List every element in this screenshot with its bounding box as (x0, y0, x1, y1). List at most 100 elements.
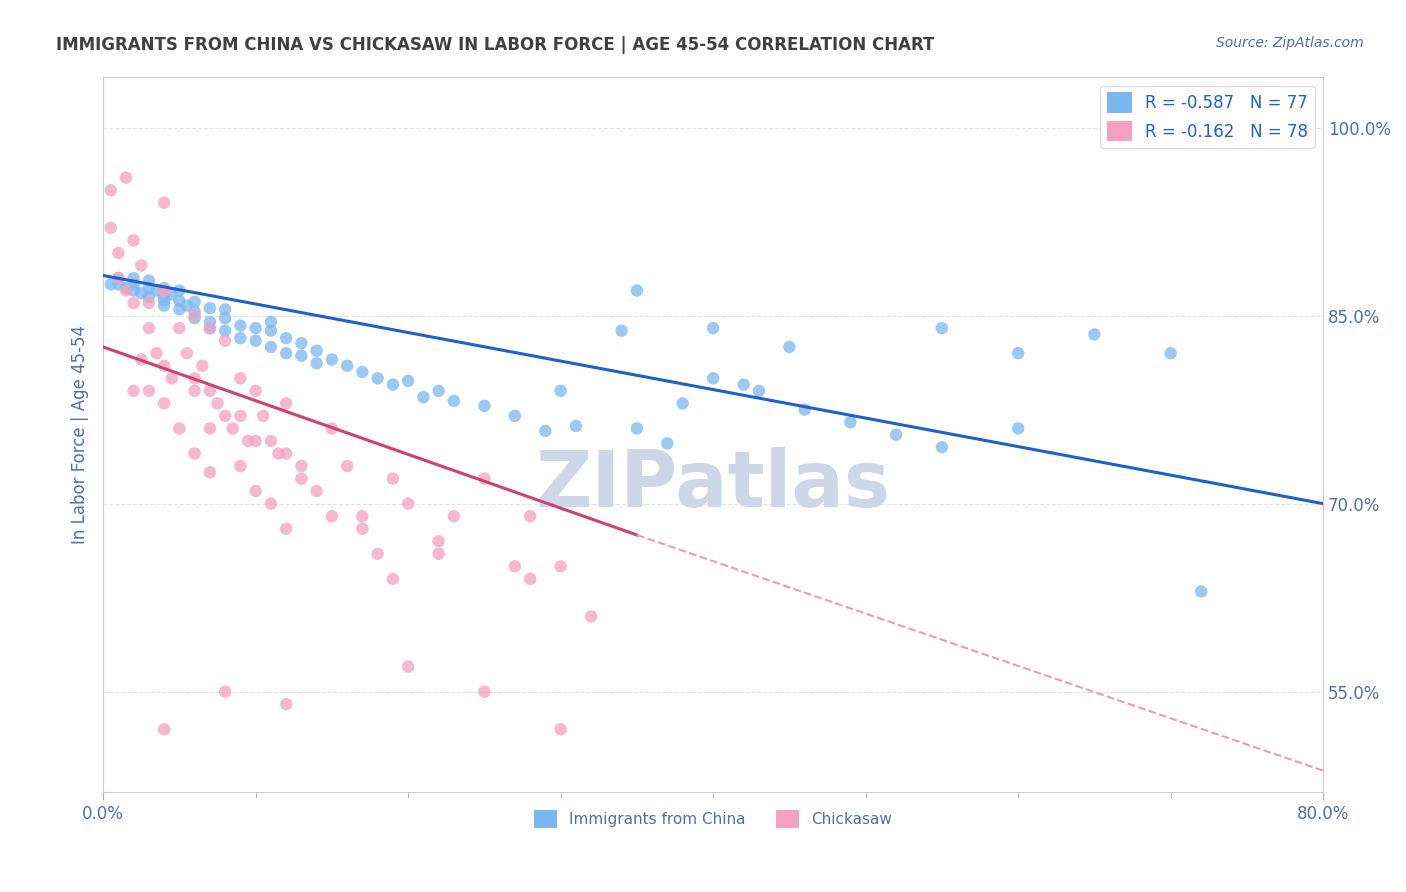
Point (305, 356, 328, 370)
Point (519, 572, 541, 586)
Point (122, 277, 145, 292)
Legend: Immigrants from China, Chickasaw: Immigrants from China, Chickasaw (527, 804, 898, 834)
Point (252, 409, 274, 423)
Point (115, 284, 138, 298)
Point (1007, 421, 1029, 435)
Point (276, 346, 298, 360)
Point (443, 393, 465, 408)
Point (839, 415, 862, 429)
Point (793, 402, 815, 417)
Point (183, 371, 205, 385)
Point (778, 340, 800, 354)
Y-axis label: In Labor Force | Age 45-54: In Labor Force | Age 45-54 (72, 326, 89, 544)
Point (381, 572, 404, 586)
Point (267, 446, 290, 460)
Point (122, 284, 145, 298)
Point (352, 365, 374, 379)
Point (160, 371, 183, 385)
Point (245, 334, 267, 348)
Point (198, 384, 221, 398)
Point (1189, 584, 1212, 599)
Point (290, 336, 312, 351)
Point (702, 321, 724, 335)
Point (145, 346, 167, 360)
Point (733, 377, 755, 392)
Point (207, 396, 229, 410)
Point (169, 284, 191, 298)
Point (657, 436, 679, 450)
Point (474, 399, 496, 413)
Point (412, 390, 434, 404)
Point (129, 286, 152, 301)
Point (290, 458, 312, 473)
Point (153, 293, 176, 308)
Point (260, 340, 283, 354)
Point (305, 343, 328, 358)
Point (565, 418, 588, 433)
Point (129, 259, 152, 273)
Point (931, 321, 953, 335)
Point (427, 547, 450, 561)
Point (381, 377, 404, 392)
Point (214, 311, 236, 326)
Point (198, 421, 221, 435)
Point (214, 684, 236, 698)
Point (107, 271, 129, 285)
Point (474, 472, 496, 486)
Point (245, 434, 267, 448)
Point (321, 509, 343, 524)
Point (122, 296, 145, 310)
Point (183, 294, 205, 309)
Point (1007, 346, 1029, 360)
Point (626, 421, 648, 435)
Point (367, 547, 389, 561)
Point (214, 334, 236, 348)
Point (579, 609, 602, 624)
Point (1083, 327, 1105, 342)
Point (748, 384, 770, 398)
Point (183, 309, 205, 323)
Point (427, 534, 450, 549)
Point (153, 284, 176, 298)
Point (276, 446, 298, 460)
Point (138, 281, 160, 295)
Point (336, 458, 359, 473)
Point (443, 509, 465, 524)
Point (610, 324, 633, 338)
Point (626, 284, 648, 298)
Point (160, 287, 183, 301)
Point (276, 396, 298, 410)
Point (534, 424, 557, 438)
Point (550, 723, 572, 737)
Point (169, 302, 191, 317)
Point (198, 315, 221, 329)
Point (352, 509, 374, 524)
Point (931, 440, 953, 454)
Point (100, 220, 122, 235)
Point (169, 293, 191, 308)
Point (176, 299, 198, 313)
Point (214, 302, 236, 317)
Point (138, 273, 160, 287)
Point (214, 324, 236, 338)
Point (702, 371, 724, 385)
Point (191, 359, 214, 373)
Point (198, 301, 221, 315)
Point (229, 331, 252, 345)
Point (305, 484, 328, 499)
Point (198, 465, 221, 479)
Point (153, 359, 176, 373)
Point (122, 234, 145, 248)
Point (198, 321, 221, 335)
Point (153, 281, 176, 295)
Point (381, 472, 404, 486)
Point (229, 371, 252, 385)
Point (229, 318, 252, 333)
Point (153, 299, 176, 313)
Point (884, 427, 907, 442)
Point (145, 284, 167, 298)
Point (336, 359, 359, 373)
Point (153, 290, 176, 304)
Point (183, 311, 205, 326)
Point (519, 509, 541, 524)
